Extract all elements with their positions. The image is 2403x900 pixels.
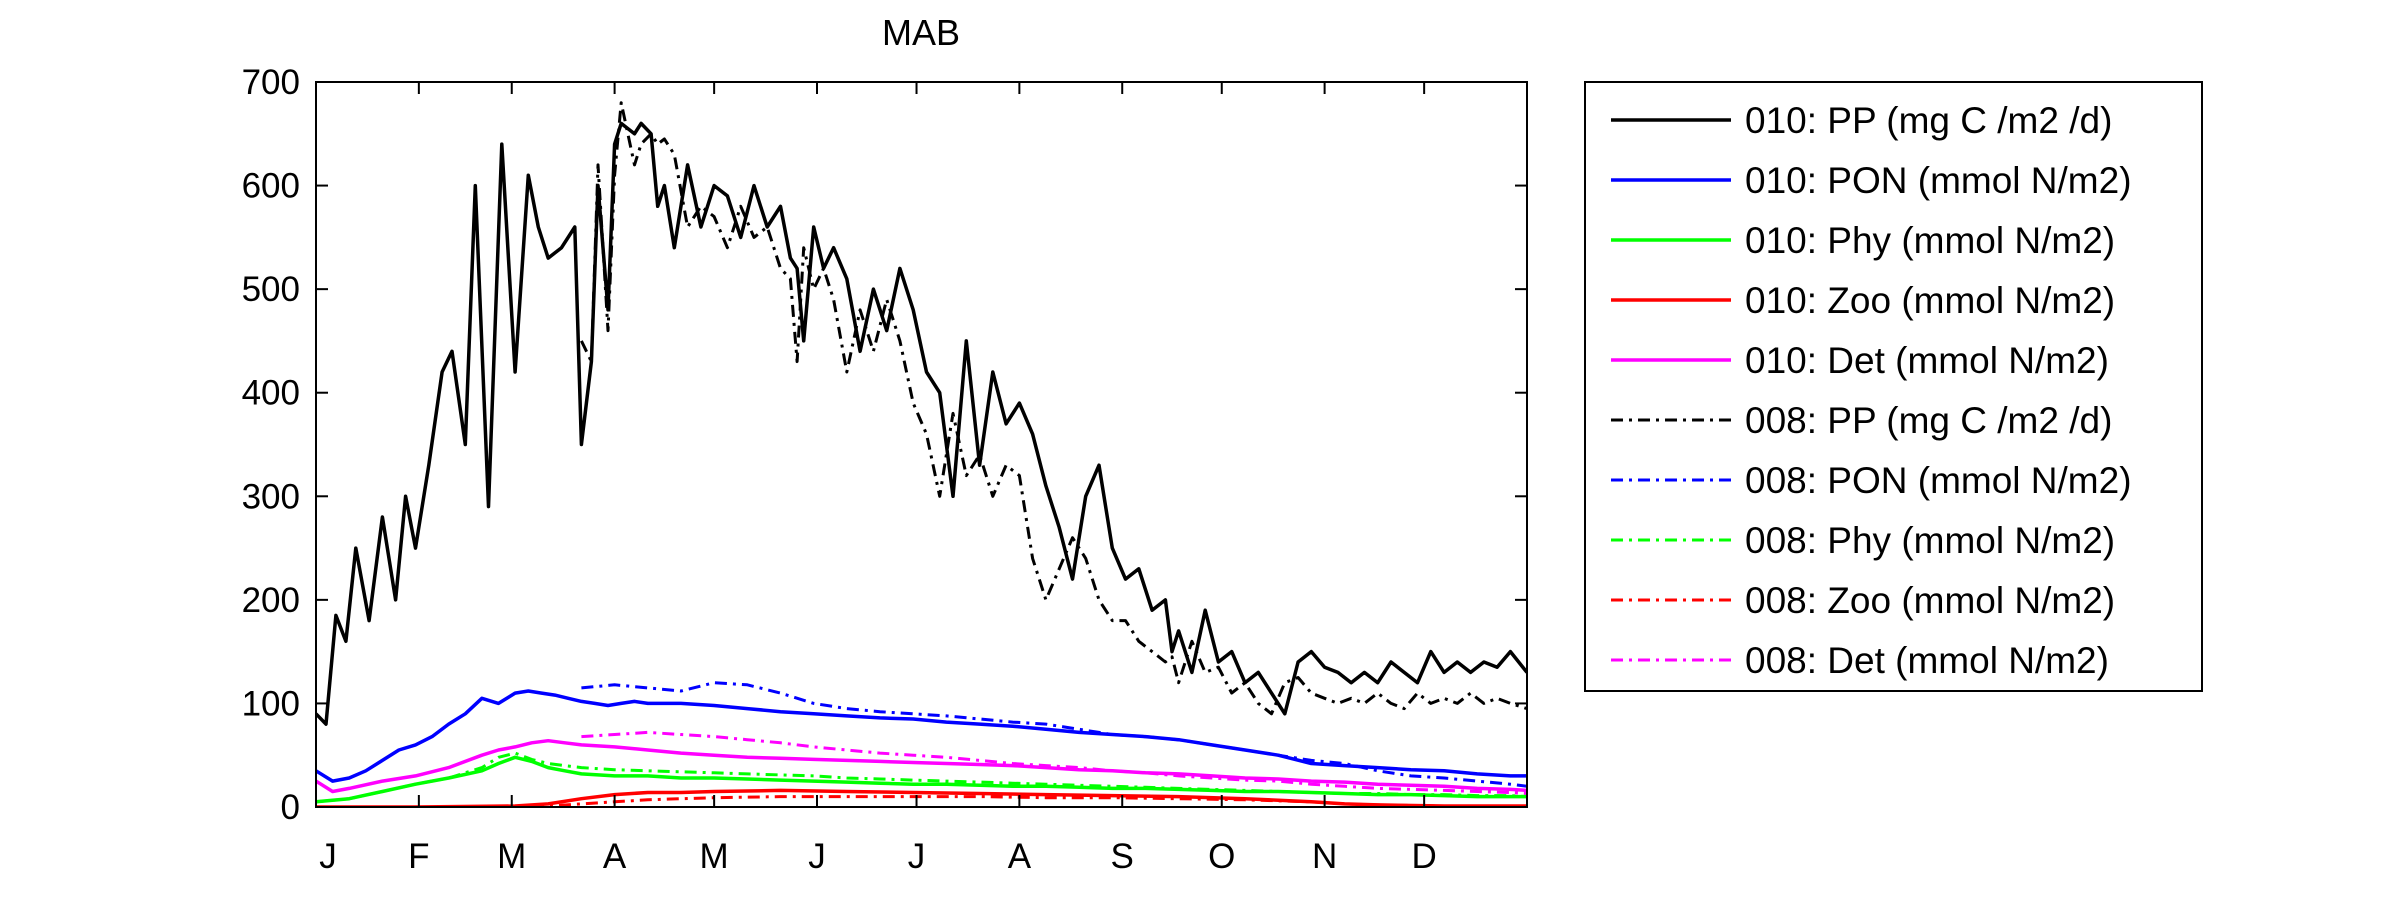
y-tick-label: 300 <box>242 477 300 516</box>
series-line-3 <box>316 788 1527 807</box>
series-line-0 <box>316 121 1527 726</box>
series-line-8 <box>316 795 1527 807</box>
x-tick-label: J <box>319 837 337 876</box>
y-tick-label: 700 <box>242 63 300 102</box>
y-tick-label: 0 <box>281 788 300 827</box>
x-tick-label: A <box>1008 837 1032 876</box>
x-tick-label: M <box>700 837 729 876</box>
y-tick-label: 400 <box>242 374 300 413</box>
series-line-5 <box>580 101 1527 716</box>
x-tick-label: J <box>808 837 826 876</box>
y-tick-label: 100 <box>242 684 300 723</box>
x-tick-label: O <box>1208 837 1235 876</box>
legend-entry: 008: Det (mmol N/m2) <box>1745 640 2109 681</box>
x-tick-label: A <box>603 837 627 876</box>
axes: 0 100 200 300 400 500 600 700 J F M A M J J A S O N D <box>242 63 1528 876</box>
legend-entry: 010: PON (mmol N/m2) <box>1745 160 2132 201</box>
legend-entry: 008: Phy (mmol N/m2) <box>1745 520 2115 561</box>
legend-entry: 010: Phy (mmol N/m2) <box>1745 220 2115 261</box>
legend-entry: 008: PON (mmol N/m2) <box>1745 460 2132 501</box>
legend-entry: 008: Zoo (mmol N/m2) <box>1745 580 2115 621</box>
y-tick-label: 500 <box>242 270 300 309</box>
x-tick-label: J <box>908 837 926 876</box>
legend-entry: 010: Det (mmol N/m2) <box>1745 340 2109 381</box>
series-line-6 <box>581 681 1527 788</box>
x-tick-label: M <box>497 837 526 876</box>
series-line-1 <box>316 689 1527 783</box>
legend-entry: 008: PP (mg C /m2 /d) <box>1745 400 2112 441</box>
legend-box <box>1584 81 2203 692</box>
legend-entry: 010: Zoo (mmol N/m2) <box>1745 280 2115 321</box>
x-tick-label: D <box>1412 837 1437 876</box>
plot-area <box>316 101 1527 807</box>
x-tick-label: F <box>408 837 429 876</box>
series-line-2 <box>316 755 1527 804</box>
chart-title: MAB <box>882 12 960 53</box>
series-line-4 <box>316 738 1527 794</box>
x-tick-label: N <box>1312 837 1337 876</box>
legend-entry: 010: PP (mg C /m2 /d) <box>1745 100 2112 141</box>
y-tick-label: 200 <box>242 581 300 620</box>
legend: 010: PP (mg C /m2 /d) 010: PON (mmol N/m2… <box>1584 81 2203 692</box>
series-line-7 <box>316 751 1527 804</box>
x-tick-label: S <box>1111 837 1134 876</box>
plot-frame <box>315 81 1528 808</box>
y-tick-label: 600 <box>242 167 300 206</box>
